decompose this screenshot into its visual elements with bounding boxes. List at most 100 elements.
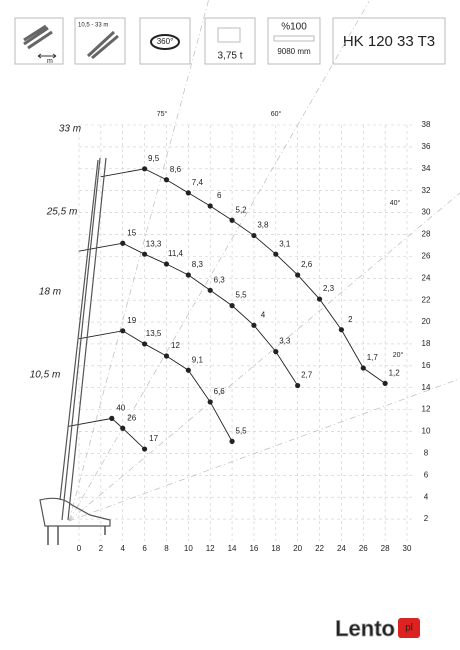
load-point [251,322,257,328]
header: m 10,5 - 33 m 360° 3,75 t %100 9080 mm H… [14,17,446,65]
y-tick-label: 8 [424,449,429,458]
load-curve [100,168,386,384]
y-tick-label: 10 [422,427,431,436]
load-point [382,380,388,386]
load-label: 1,2 [389,368,401,377]
weight-icon [217,27,241,43]
watermark: Lento pl [335,615,420,641]
load-label: 5,2 [236,205,248,214]
x-tick-label: 14 [228,544,237,553]
icon-label: 9080 mm [277,47,311,56]
load-point [142,166,148,172]
load-label: 19 [127,316,136,325]
y-tick-label: 30 [422,208,431,217]
icon-label: 10,5 - 33 m [78,23,108,29]
icon-box [139,17,191,65]
angle-label: 40° [390,199,401,207]
load-point [142,251,148,257]
icon-box [204,17,256,65]
x-tick-label: 10 [184,544,193,553]
load-point [120,240,126,246]
load-label: 17 [149,434,158,443]
load-label: 1,7 [367,353,379,362]
y-tick-label: 6 [424,470,429,479]
angle-label: 75° [157,110,168,118]
load-label: 6 [217,191,222,200]
load-point [142,446,148,452]
load-label: 6,6 [214,387,226,396]
x-tick-label: 0 [77,544,82,553]
load-point [163,261,170,267]
x-tick-label: 16 [249,544,258,553]
load-label: 2,6 [301,260,313,269]
y-tick-label: 14 [422,383,431,392]
load-point [120,328,126,334]
load-point [185,367,191,373]
x-tick-label: 6 [142,544,147,553]
x-tick-label: 22 [315,544,324,553]
load-label: 3,3 [279,337,291,346]
x-tick-label: 12 [206,544,215,553]
model-box [332,17,446,65]
boom-length-label: 10,5 m [30,370,61,381]
load-label: 4 [261,310,266,319]
load-point [207,287,213,293]
boom [59,157,107,521]
boom-length-label: 25,5 m [46,207,78,218]
load-label: 8,3 [192,260,204,269]
load-curve [67,417,145,450]
icon-label: m [47,58,53,65]
y-tick-label: 20 [422,317,431,326]
load-label: 12 [171,341,180,350]
arrow-icon [37,53,57,59]
rotate-icon [150,34,180,50]
y-tick-label: 22 [422,295,431,304]
load-label: 13,5 [146,329,162,338]
load-label: 9,1 [192,355,204,364]
load-point [207,203,213,209]
watermark-badge [398,618,420,638]
y-tick-label: 36 [422,142,431,151]
angle-line [68,192,460,522]
y-tick-label: 2 [424,514,429,523]
load-point [229,438,235,444]
load-point [207,399,213,405]
load-label: 26 [127,413,136,422]
load-label: 15 [127,228,136,237]
angle-line [68,378,460,522]
y-tick-label: 12 [422,405,431,414]
x-tick-label: 26 [359,544,368,553]
load-point [295,272,301,278]
load-point [142,341,148,347]
x-tick-label: 8 [164,544,169,553]
x-tick-label: 30 [403,544,412,553]
load-point [229,217,235,223]
load-point [316,296,323,302]
y-tick-label: 16 [422,361,431,370]
boom-icon [23,24,53,50]
load-label: 5,5 [236,291,248,300]
load-label: 40 [116,403,125,412]
load-curve [78,242,299,386]
load-point [109,415,115,421]
load-curve [78,330,233,442]
icon-box [74,17,126,65]
y-tick-label: 34 [422,164,431,173]
x-tick-label: 2 [99,544,104,553]
load-point [273,349,279,355]
load-label: 2,7 [301,371,313,380]
load-label: 8,6 [170,165,182,174]
y-tick-label: 18 [422,339,431,348]
x-tick-label: 20 [293,544,302,553]
load-label: 9,5 [148,154,160,163]
load-label: 2,3 [323,284,335,293]
angle-line [68,1,370,522]
icon-label: 3,75 t [217,51,242,62]
outrigger-icon [273,35,315,42]
boom-length-label: 18 m [39,287,61,298]
load-point [120,425,126,431]
model-name: HK 120 33 T3 [343,33,435,50]
y-tick-label: 28 [422,230,431,239]
load-point [185,272,191,278]
